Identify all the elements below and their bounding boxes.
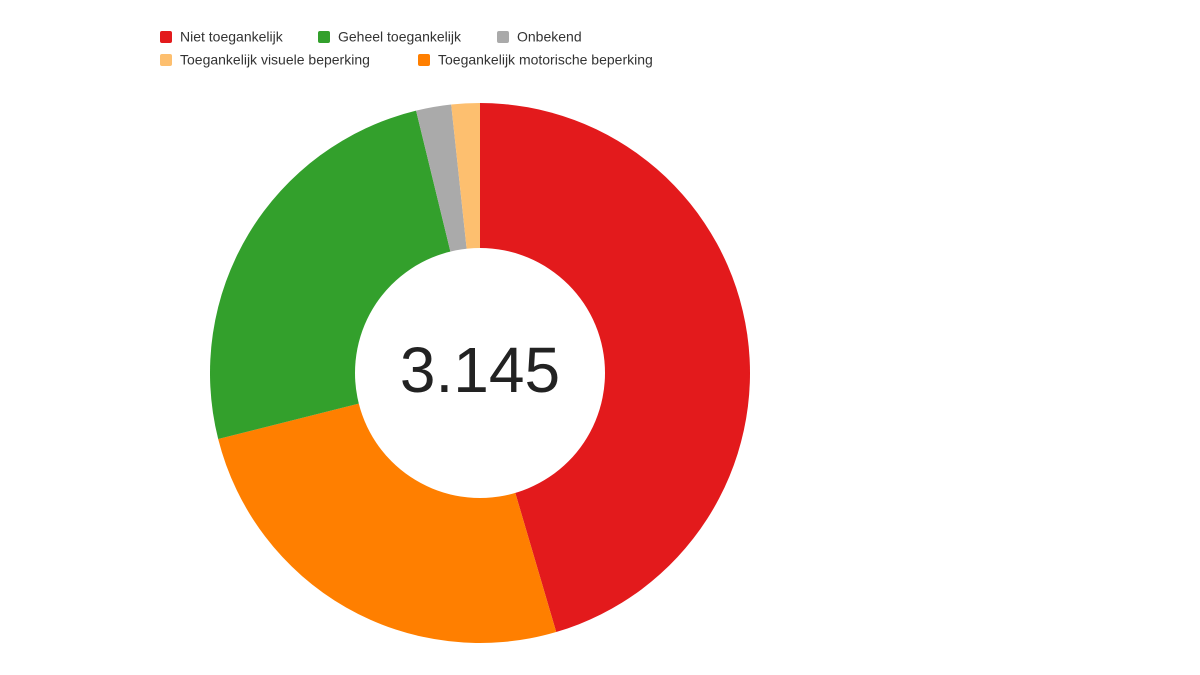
legend-label: Toegankelijk visuele beperking <box>180 52 370 68</box>
legend-label: Onbekend <box>517 29 582 45</box>
legend-swatch <box>160 31 172 43</box>
legend: Niet toegankelijk Geheel toegankelijk Onbe… <box>160 29 653 68</box>
legend-label: Geheel toegankelijk <box>338 29 462 45</box>
donut-hole <box>355 248 605 498</box>
legend-label: Niet toegankelijk <box>180 29 284 45</box>
legend-swatch <box>160 54 172 66</box>
legend-swatch <box>318 31 330 43</box>
legend-swatch <box>497 31 509 43</box>
center-total: 3.145 <box>400 334 560 406</box>
donut-slice <box>480 103 751 633</box>
legend-label: Toegankelijk motorische beperking <box>438 52 653 68</box>
legend-swatch <box>418 54 430 66</box>
